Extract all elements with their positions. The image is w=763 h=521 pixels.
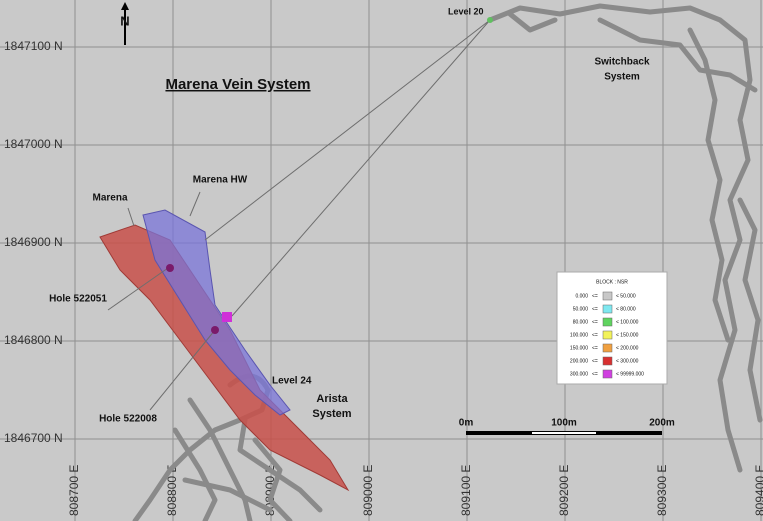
label: Marena xyxy=(92,193,127,204)
north-arrowhead xyxy=(121,2,129,10)
legend-swatch xyxy=(602,304,613,314)
northing-label: 1846800 N xyxy=(4,333,63,347)
legend-op: <= xyxy=(592,319,598,325)
label: Hole 522051 xyxy=(49,294,107,305)
legend-high: < 150.000 xyxy=(616,332,639,338)
tunnel xyxy=(237,417,323,513)
marena-hw-vein xyxy=(142,209,291,416)
tunnel xyxy=(597,17,758,93)
legend-high: < 100.000 xyxy=(616,319,639,325)
legend-swatch xyxy=(602,291,613,301)
leader-line xyxy=(149,329,216,411)
legend-high: < 300.000 xyxy=(616,358,639,364)
legend-high: < 99999.000 xyxy=(616,371,644,377)
legend-op: <= xyxy=(592,371,598,377)
legend-high: < 200.000 xyxy=(616,345,639,351)
northing-label: 1847100 N xyxy=(4,39,63,53)
scale-bar-segment xyxy=(532,432,596,434)
north-label: N xyxy=(120,13,129,28)
scale-bar: 0m 100m 200m xyxy=(459,418,675,435)
easting-label: 808800 E xyxy=(165,465,179,516)
map-title: Marena Vein System xyxy=(165,76,310,93)
northing-label: 1847000 N xyxy=(4,137,63,151)
label: Arista xyxy=(316,393,348,405)
legend-low: 100.000 xyxy=(570,332,588,338)
easting-label: 809400 E xyxy=(753,465,763,516)
legend-box xyxy=(556,271,668,385)
easting-label: 808700 E xyxy=(67,465,81,516)
legend-op: <= xyxy=(592,306,598,312)
label: Hole 522008 xyxy=(99,414,157,425)
legend-low: 300.000 xyxy=(570,371,588,377)
easting-label: 809100 E xyxy=(459,465,473,516)
leader-line xyxy=(204,19,491,241)
tunnel xyxy=(182,477,273,513)
leader-line xyxy=(231,19,491,317)
tunnel xyxy=(187,397,253,521)
tunnel xyxy=(507,11,558,33)
legend-low: 0.000 xyxy=(575,293,588,299)
label: Switchback xyxy=(594,57,649,68)
legend-low: 200.000 xyxy=(570,358,588,364)
legend-op: <= xyxy=(592,293,598,299)
scale-label: 100m xyxy=(551,418,577,429)
legend-op: <= xyxy=(592,332,598,338)
legend-low: 80.000 xyxy=(573,319,589,325)
drill-intercept xyxy=(211,326,219,334)
easting-label: 809300 E xyxy=(655,465,669,516)
tunnel xyxy=(487,3,753,473)
leader-line xyxy=(127,207,135,227)
tunnels xyxy=(132,3,763,521)
easting-label: 809200 E xyxy=(557,465,571,516)
drill-intercept xyxy=(166,264,174,272)
easting-label: 809000 E xyxy=(361,465,375,516)
tunnel xyxy=(737,197,763,423)
northing-label: 1846700 N xyxy=(4,431,63,445)
legend-high: < 50.000 xyxy=(616,293,636,299)
legend-swatch xyxy=(602,369,613,379)
leader-line xyxy=(107,267,169,311)
leader-line xyxy=(189,191,201,217)
legend-high: < 80.000 xyxy=(616,306,636,312)
leader-lines xyxy=(107,19,491,411)
scale-label: 200m xyxy=(649,418,675,429)
scale-label: 0m xyxy=(459,418,474,429)
label: Marena HW xyxy=(193,175,248,186)
legend-swatch xyxy=(602,330,613,340)
legend-low: 50.000 xyxy=(573,306,589,312)
legend-op: <= xyxy=(592,358,598,364)
legend-title: BLOCK : NSR xyxy=(596,279,628,285)
label: System xyxy=(604,72,640,83)
northing-label: 1846900 N xyxy=(4,235,63,249)
legend-low: 150.000 xyxy=(570,345,588,351)
legend-swatch xyxy=(602,356,613,366)
level-point xyxy=(487,17,493,23)
legend-swatch xyxy=(602,317,613,327)
label: Level 20 xyxy=(448,6,484,16)
tunnel xyxy=(252,437,293,521)
nsr-block xyxy=(222,312,232,322)
legend-swatch xyxy=(602,343,613,353)
label: System xyxy=(312,408,351,420)
legend-op: <= xyxy=(592,345,598,351)
label: Level 24 xyxy=(272,376,312,387)
